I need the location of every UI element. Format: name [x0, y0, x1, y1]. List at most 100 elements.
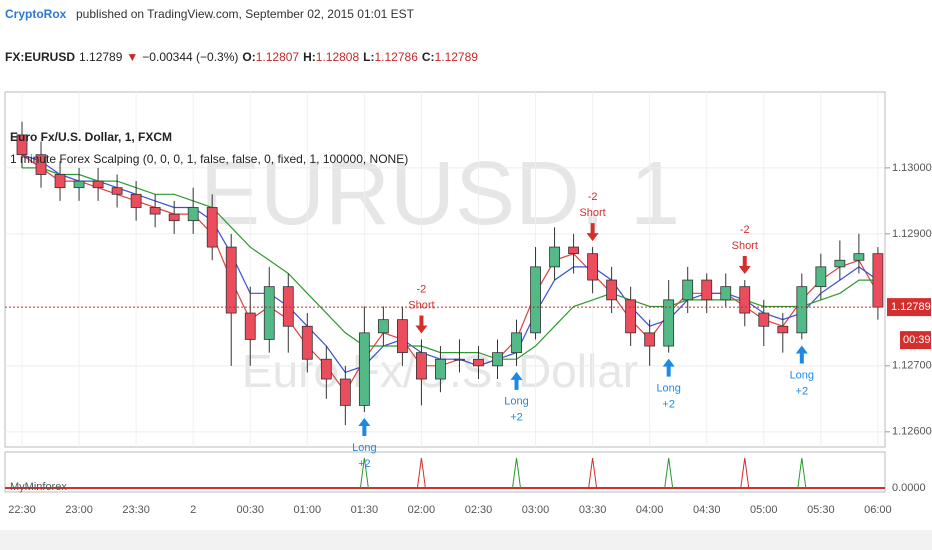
ticker-text: L: — [363, 50, 374, 64]
signal-arrow — [795, 345, 808, 364]
last-price-label: 1.12789 — [891, 301, 931, 313]
footer-bar — [0, 530, 932, 550]
ticker-text: C: — [422, 50, 435, 64]
x-tick-label: 2 — [190, 504, 196, 516]
lower-frame — [4, 451, 886, 493]
x-tick-label: 06:00 — [864, 504, 892, 516]
candle-body — [149, 207, 161, 215]
candle-body — [54, 174, 66, 189]
signal-qty: -2 — [588, 191, 598, 203]
ticker-text: −0.00344 (−0.3%) — [142, 50, 238, 64]
signal-qty: +2 — [510, 412, 523, 424]
candle-body — [758, 312, 770, 327]
y-tick-label: 1.12700 — [892, 360, 932, 372]
signal-label: Long — [504, 396, 528, 408]
signal-arrow — [738, 256, 751, 275]
watermark: EURUSD, 1 — [200, 144, 680, 244]
chart-title: Euro Fx/U.S. Dollar, 1, FXCM — [10, 130, 172, 144]
candle-body — [492, 352, 503, 367]
study-label: 1 minute Forex Scalping (0, 0, 0, 1, fal… — [10, 152, 408, 166]
candle-body — [606, 279, 618, 301]
signal-label: Short — [732, 240, 758, 252]
ticker-text: O: — [242, 50, 255, 64]
candle-body — [872, 253, 884, 308]
candle-body — [244, 312, 256, 340]
ticker-text: 1.12786 — [375, 50, 419, 64]
x-tick-label: 05:30 — [807, 504, 835, 516]
ma-line — [21, 154, 879, 374]
candle-body — [853, 253, 865, 261]
last-price-box — [887, 298, 931, 317]
x-tick-label: 04:00 — [636, 504, 664, 516]
candle-body — [587, 253, 598, 281]
candle-body — [682, 279, 694, 301]
countdown-box — [900, 331, 931, 350]
candle-body — [511, 332, 522, 354]
x-tick-label: 01:00 — [294, 504, 322, 516]
signal-arrow — [510, 371, 523, 390]
candle-body — [701, 279, 713, 301]
signal-label: Short — [408, 299, 434, 311]
candle-body — [92, 180, 104, 189]
y-tick-label: 1.12900 — [892, 228, 932, 240]
x-tick-label: 00:30 — [236, 504, 264, 516]
signal-spike — [416, 457, 426, 489]
y-tick-label: 1.13000 — [892, 162, 932, 174]
x-tick-label: 03:30 — [579, 504, 607, 516]
candle-body — [225, 246, 237, 314]
candle-body — [435, 358, 446, 380]
x-tick-label: 03:00 — [522, 504, 550, 516]
signal-arrow — [662, 358, 675, 377]
signal-spike — [588, 457, 598, 489]
signal-spike — [664, 457, 674, 489]
candle-body — [396, 319, 408, 354]
candle-body — [358, 332, 370, 406]
signal-qty: -2 — [740, 224, 750, 236]
author[interactable]: CryptoRox — [5, 7, 67, 21]
signal-arrow — [415, 315, 428, 334]
candle-body — [16, 134, 28, 156]
ticker-text: ▼ — [126, 50, 138, 64]
signal-arrow — [586, 223, 599, 242]
signal-qty: +2 — [796, 385, 809, 397]
ticker-text: 1.12789 — [79, 50, 123, 64]
ticker-text: FX:EURUSD — [5, 50, 75, 64]
signal-qty: +2 — [358, 458, 371, 470]
candle-body — [301, 325, 313, 360]
ticker-text: 1.12808 — [316, 50, 360, 64]
candle-body — [568, 246, 579, 255]
x-tick-label: 04:30 — [693, 504, 721, 516]
countdown-label: 00:39 — [903, 334, 931, 346]
candle-body — [130, 193, 142, 208]
candle-body — [73, 180, 85, 189]
ticker-text: 1.12807 — [256, 50, 300, 64]
signal-qty: +2 — [662, 399, 675, 411]
ticker-text: H: — [303, 50, 316, 64]
candle-body — [663, 299, 675, 347]
x-tick-label: 02:30 — [465, 504, 493, 516]
candle-body — [339, 378, 351, 406]
signal-label: Long — [790, 369, 814, 381]
candle-body — [111, 187, 123, 195]
x-tick-label: 05:00 — [750, 504, 778, 516]
lower-tick-label: 0.0000 — [892, 482, 926, 494]
x-tick-label: 22:30 — [8, 504, 36, 516]
x-tick-label: 23:30 — [122, 504, 150, 516]
candle-body — [187, 207, 199, 222]
candle-body — [720, 286, 732, 301]
candle-body — [739, 286, 751, 314]
candle-body — [473, 358, 484, 367]
signal-label: Long — [656, 383, 680, 395]
lower-title: MyMinforex — [10, 481, 67, 493]
signal-spike — [512, 457, 522, 489]
ticker-text: 1.12789 — [435, 50, 479, 64]
signal-spike — [797, 457, 807, 489]
candle-body — [282, 286, 294, 327]
candle-body — [530, 266, 541, 334]
candle-body — [35, 154, 47, 175]
candle-body — [834, 259, 846, 268]
signal-qty: -2 — [417, 283, 427, 295]
candle-body — [416, 352, 427, 380]
candle-body — [320, 358, 332, 380]
